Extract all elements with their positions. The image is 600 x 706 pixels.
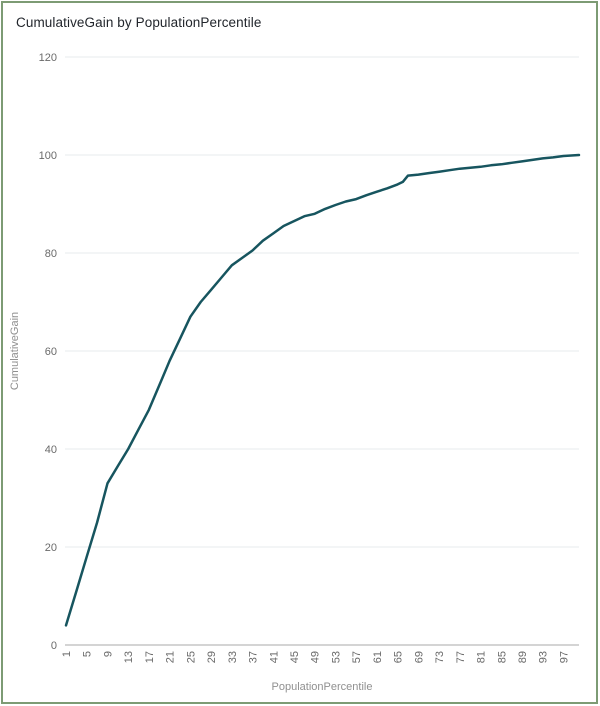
x-tick-label: 93 [538, 651, 550, 663]
x-tick-label: 85 [496, 651, 508, 663]
x-tick-label: 9 [102, 651, 114, 657]
x-tick-label: 69 [413, 651, 425, 663]
y-tick-label: 60 [45, 346, 57, 358]
y-tick-label: 40 [45, 444, 57, 456]
x-tick-label: 17 [144, 651, 156, 663]
y-tick-label: 0 [51, 640, 57, 652]
x-tick-label: 33 [227, 651, 239, 663]
x-tick-label: 25 [185, 651, 197, 663]
x-tick-label: 1 [61, 651, 73, 657]
x-tick-label: 89 [517, 651, 529, 663]
x-tick-label: 49 [310, 651, 322, 663]
x-tick-label: 77 [455, 651, 467, 663]
x-tick-label: 53 [330, 651, 342, 663]
x-tick-label: 29 [206, 651, 218, 663]
x-axis-tick-labels: 1 5 9 13 17 21 25 29 33 37 41 45 49 53 57 61 65 69 73 77 81 8… [61, 651, 570, 663]
x-tick-label: 97 [558, 651, 570, 663]
y-tick-label: 100 [39, 150, 57, 162]
y-axis-tick-labels: 0 20 40 60 80 100 120 [39, 52, 57, 652]
y-gridlines [65, 56, 579, 646]
x-tick-label: 81 [476, 651, 488, 663]
x-tick-label: 5 [82, 651, 94, 657]
series-line-cumulativegain [64, 153, 581, 627]
x-tick-label: 13 [123, 651, 135, 663]
y-axis-title: CumulativeGain [9, 312, 21, 390]
x-tick-label: 73 [434, 651, 446, 663]
y-tick-label: 20 [45, 542, 57, 554]
x-tick-label: 57 [351, 651, 363, 663]
x-tick-label: 45 [289, 651, 301, 663]
x-tick-label: 41 [268, 651, 280, 663]
x-tick-label: 65 [393, 651, 405, 663]
x-tick-label: 61 [372, 651, 384, 663]
x-tick-label: 37 [248, 651, 260, 663]
cumulative-gain-line-chart: 0 20 40 60 80 100 120 1 5 9 13 17 21 25 29 33 37 41 45 49 53… [9, 52, 581, 693]
x-axis-title: PopulationPercentile [272, 681, 373, 693]
x-tick-label: 21 [165, 651, 177, 663]
chart-title: CumulativeGain by PopulationPercentile [16, 15, 262, 30]
y-tick-label: 80 [45, 248, 57, 260]
y-tick-label: 120 [39, 52, 57, 64]
